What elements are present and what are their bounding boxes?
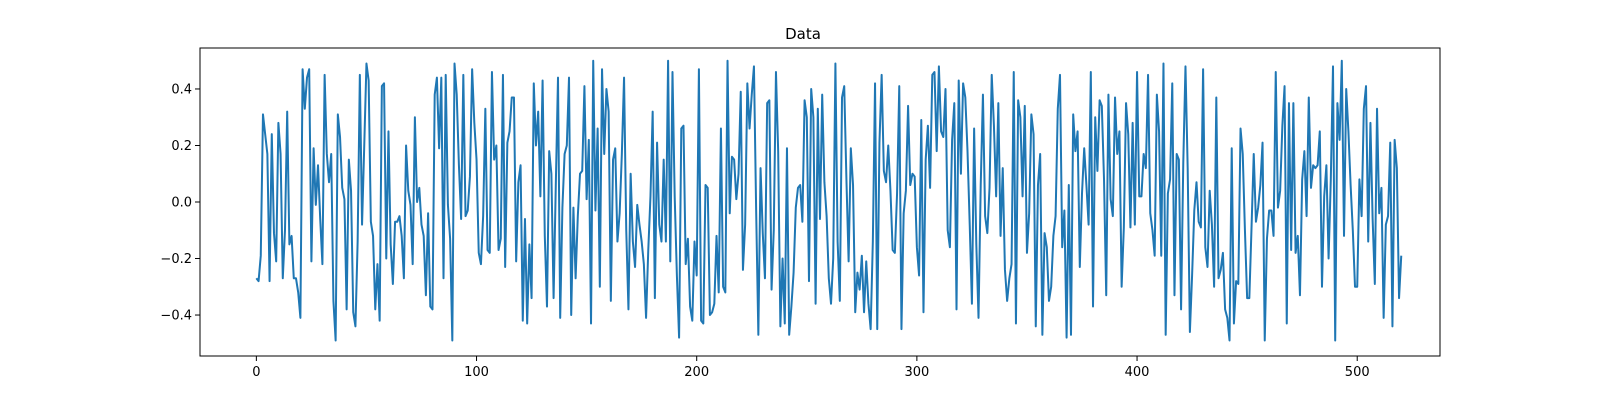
chart-title: Data [785,25,821,43]
x-tick-label: 400 [1125,365,1150,380]
x-tick-label: 200 [684,365,709,380]
y-tick-label: −0.2 [160,252,192,267]
y-tick-label: 0.2 [171,139,192,154]
x-axis: 0 100 200 300 400 500 [252,356,1370,380]
plot-area [255,59,1403,342]
y-tick-label: −0.4 [160,309,192,324]
x-tick-label: 300 [904,365,929,380]
y-tick-label: 0.4 [171,82,192,97]
y-axis: −0.4 −0.2 0.0 0.2 0.4 [160,82,200,324]
series-line-0 [255,59,1403,342]
x-tick-label: 0 [252,365,260,380]
y-tick-label: 0.0 [171,196,192,211]
x-tick-label: 100 [464,365,489,380]
x-tick-label: 500 [1345,365,1370,380]
